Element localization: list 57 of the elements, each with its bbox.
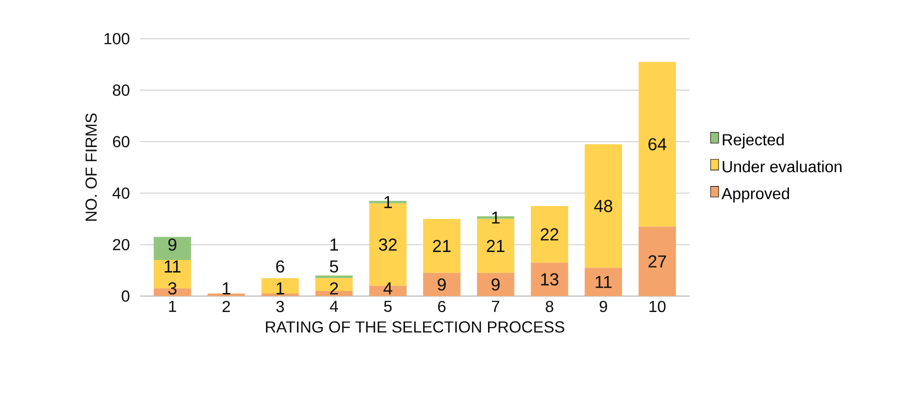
x-tick-label: 1 [169,300,176,312]
bar [530,206,568,262]
bar [423,218,460,273]
data-label: 13 [541,272,558,286]
legend-label: Under evaluation [722,160,842,172]
data-label: 21 [486,240,504,252]
data-label: 1 [276,282,284,294]
data-label: 3 [168,282,176,294]
data-label: 1 [492,211,500,224]
x-tick-label: 3 [276,300,284,312]
data-label: 2 [330,282,338,294]
bar [638,62,676,226]
data-label: 32 [378,238,397,251]
bar [476,272,514,296]
data-label: 1 [222,282,230,294]
x-tick-label: 9 [600,300,608,312]
x-tick-label: 7 [492,300,500,312]
bar [315,275,353,278]
x-axis-title: RATING OF THE SELECTION PROCESS [266,321,564,332]
bar [423,272,460,296]
x-tick-label: 4 [330,300,338,312]
x-tick-label: 2 [222,300,230,312]
y-tick-label: 0 [122,290,130,302]
data-label: 11 [596,276,612,288]
data-label: 11 [164,260,181,272]
data-label: 6 [276,260,284,272]
data-label: 5 [330,260,338,272]
data-label: 48 [594,200,612,212]
y-tick-label: 20 [113,238,130,250]
bar [584,268,622,296]
legend-label: Approved [722,187,790,202]
y-axis-title: NO. OF FIRMS [85,113,97,221]
y-tick-label: 100 [104,32,130,44]
data-label: 1 [330,238,338,250]
data-label: 21 [432,240,451,252]
bar [261,278,299,294]
data-label: 9 [492,278,500,290]
x-tick-label: 6 [438,300,446,312]
legend-label: Rejected [722,133,784,148]
y-tick-label: 60 [113,136,130,148]
x-tick-label: 5 [384,300,392,312]
y-tick-label: 80 [112,84,130,96]
data-label: 9 [168,238,176,251]
y-tick-label: 40 [112,187,130,199]
data-label: 4 [383,282,392,294]
bar [530,262,568,296]
bar [154,236,192,260]
bar [208,293,245,296]
data-label: 22 [540,228,558,240]
data-label: 64 [648,138,666,150]
x-tick-label: 8 [546,300,554,312]
bar [638,226,676,296]
data-label: 27 [648,255,666,268]
data-label: 9 [438,278,446,290]
bar [261,293,299,296]
x-tick-label: 10 [650,300,666,312]
bar [584,144,622,268]
